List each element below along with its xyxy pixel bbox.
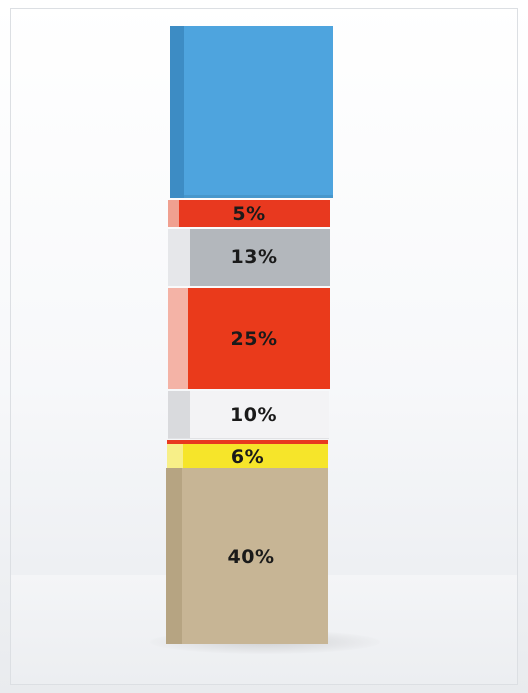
block-yellow: 6% xyxy=(167,440,328,468)
block-yellow-label: 6% xyxy=(230,446,265,468)
block-white-side xyxy=(168,391,190,438)
block-red-large: 25% xyxy=(168,288,330,389)
block-tan: 40% xyxy=(166,468,328,644)
block-blue xyxy=(170,26,333,198)
block-yellow-side xyxy=(167,444,183,468)
block-red-thin-side xyxy=(168,200,179,227)
block-tan-side xyxy=(166,468,182,644)
block-tan-label: 40% xyxy=(227,546,275,568)
block-white: 10% xyxy=(168,391,329,438)
block-red-thin-label: 5% xyxy=(232,203,266,225)
block-grey-side: ​ xyxy=(168,229,190,286)
block-grey: ​ 13% xyxy=(168,229,330,286)
block-blue-side xyxy=(170,26,184,198)
photo-frame xyxy=(10,8,518,685)
block-red-thin: 5% xyxy=(168,200,330,227)
block-red-large-label: 25% xyxy=(230,328,278,350)
block-white-label: 10% xyxy=(230,404,277,426)
block-grey-label: 13% xyxy=(230,246,278,268)
block-red-large-side xyxy=(168,288,188,389)
